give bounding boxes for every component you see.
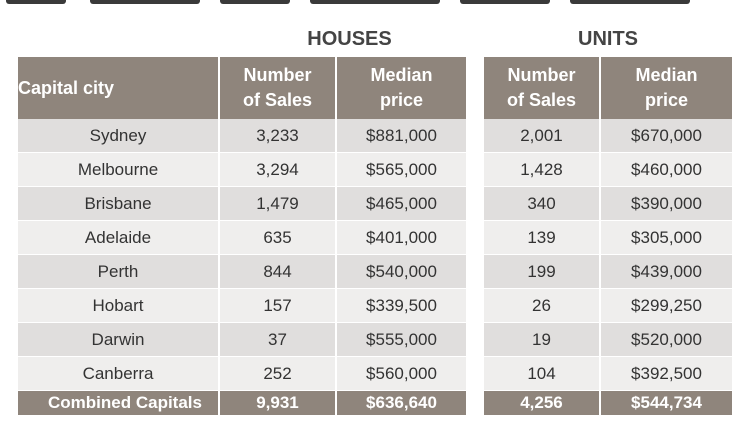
- table-row: Darwin 37 $555,000: [18, 323, 466, 357]
- units-title: UNITS: [578, 28, 638, 50]
- total-unit-sales-cell: 4,256: [484, 391, 601, 415]
- house-price-cell: $560,000: [337, 357, 466, 391]
- table-row: 1,428 $460,000: [484, 153, 732, 187]
- house-price-cell: $540,000: [337, 255, 466, 289]
- unit-sales-cell: 139: [484, 221, 601, 255]
- house-sales-header: Number of Sales: [220, 57, 337, 119]
- table-row: Adelaide 635 $401,000: [18, 221, 466, 255]
- house-sales-cell: 635: [220, 221, 337, 255]
- total-row: 4,256 $544,734: [484, 391, 732, 415]
- house-sales-cell: 252: [220, 357, 337, 391]
- table-row: 26 $299,250: [484, 289, 732, 323]
- house-price-cell: $465,000: [337, 187, 466, 221]
- total-city-cell: Combined Capitals: [18, 391, 220, 415]
- table-row: Sydney 3,233 $881,000: [18, 119, 466, 153]
- city-cell: Adelaide: [18, 221, 220, 255]
- unit-sales-cell: 340: [484, 187, 601, 221]
- unit-price-cell: $439,000: [601, 255, 732, 289]
- unit-sales-header: Number of Sales: [484, 57, 601, 119]
- city-cell: Melbourne: [18, 153, 220, 187]
- table-row: 139 $305,000: [484, 221, 732, 255]
- table-row: Perth 844 $540,000: [18, 255, 466, 289]
- unit-price-cell: $390,000: [601, 187, 732, 221]
- house-price-cell: $401,000: [337, 221, 466, 255]
- unit-price-cell: $460,000: [601, 153, 732, 187]
- unit-sales-cell: 1,428: [484, 153, 601, 187]
- unit-price-header: Median price: [601, 57, 732, 119]
- house-price-cell: $565,000: [337, 153, 466, 187]
- unit-price-cell: $670,000: [601, 119, 732, 153]
- unit-price-cell: $305,000: [601, 221, 732, 255]
- unit-price-cell: $299,250: [601, 289, 732, 323]
- unit-sales-cell: 199: [484, 255, 601, 289]
- house-price-cell: $555,000: [337, 323, 466, 357]
- unit-sales-cell: 19: [484, 323, 601, 357]
- houses-header-row: Capital city Number of Sales Median price: [18, 57, 466, 119]
- houses-table: Capital city Number of Sales Median price …: [18, 57, 466, 415]
- city-cell: Darwin: [18, 323, 220, 357]
- unit-price-cell: $392,500: [601, 357, 732, 391]
- total-house-price-cell: $636,640: [337, 391, 466, 415]
- house-sales-cell: 1,479: [220, 187, 337, 221]
- unit-sales-cell: 26: [484, 289, 601, 323]
- city-cell: Hobart: [18, 289, 220, 323]
- capital-city-header: Capital city: [18, 57, 220, 119]
- table-row: 199 $439,000: [484, 255, 732, 289]
- houses-title: HOUSES: [307, 28, 392, 50]
- table-row: Canberra 252 $560,000: [18, 357, 466, 391]
- table-row: Hobart 157 $339,500: [18, 289, 466, 323]
- house-price-cell: $339,500: [337, 289, 466, 323]
- table-row: Brisbane 1,479 $465,000: [18, 187, 466, 221]
- house-sales-cell: 3,294: [220, 153, 337, 187]
- units-table: Number of Sales Median price 2,001 $670,000…: [484, 57, 732, 415]
- table-row: 104 $392,500: [484, 357, 732, 391]
- city-cell: Canberra: [18, 357, 220, 391]
- house-price-cell: $881,000: [337, 119, 466, 153]
- total-house-sales-cell: 9,931: [220, 391, 337, 415]
- unit-sales-cell: 104: [484, 357, 601, 391]
- table-row: 19 $520,000: [484, 323, 732, 357]
- total-row: Combined Capitals 9,931 $636,640: [18, 391, 466, 415]
- city-cell: Perth: [18, 255, 220, 289]
- house-sales-cell: 37: [220, 323, 337, 357]
- total-unit-price-cell: $544,734: [601, 391, 732, 415]
- city-cell: Brisbane: [18, 187, 220, 221]
- table-row: Melbourne 3,294 $565,000: [18, 153, 466, 187]
- city-cell: Sydney: [18, 119, 220, 153]
- table-row: 2,001 $670,000: [484, 119, 732, 153]
- cropped-heading-strip: [0, 0, 750, 14]
- unit-sales-cell: 2,001: [484, 119, 601, 153]
- house-sales-cell: 844: [220, 255, 337, 289]
- table-row: 340 $390,000: [484, 187, 732, 221]
- house-sales-cell: 3,233: [220, 119, 337, 153]
- units-header-row: Number of Sales Median price: [484, 57, 732, 119]
- unit-price-cell: $520,000: [601, 323, 732, 357]
- house-price-header: Median price: [337, 57, 466, 119]
- house-sales-cell: 157: [220, 289, 337, 323]
